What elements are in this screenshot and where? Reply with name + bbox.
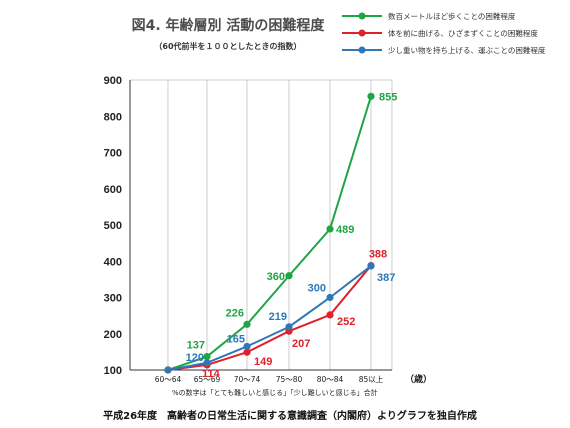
legend-swatch-marker xyxy=(358,29,366,37)
chart-source: 平成26年度 高齢者の日常生活に関する意識調査（内閣府）よりグラフを独自作成 xyxy=(103,409,477,422)
y-tick-label: 500 xyxy=(104,220,122,232)
x-tick-label: 70～74 xyxy=(234,375,261,384)
data-point xyxy=(367,92,375,100)
data-point xyxy=(326,293,334,302)
data-point xyxy=(367,262,375,270)
data-point xyxy=(243,320,251,328)
legend-swatch-marker xyxy=(358,12,366,20)
x-tick-label: 65～69 xyxy=(194,375,221,384)
chart-subtitle: （60代前半を１００としたときの指数） xyxy=(154,41,301,51)
data-label: 360 xyxy=(267,271,285,283)
data-label: 388 xyxy=(369,249,387,261)
legend-item-2: 少し重い物を持ち上げる、運ぶことの困難程度 xyxy=(342,45,546,55)
data-label: 252 xyxy=(337,316,355,328)
legend: 数百メートルほど歩くことの困難程度体を前に曲げる、ひざまずくことの困難程度少し重… xyxy=(342,11,546,55)
legend-item-1: 体を前に曲げる、ひざまずくことの困難程度 xyxy=(342,28,538,38)
x-tick-label: 60～64 xyxy=(155,375,182,384)
y-tick-label: 700 xyxy=(104,148,122,160)
data-label: 165 xyxy=(227,333,245,345)
data-label: 207 xyxy=(292,338,310,350)
data-label: 489 xyxy=(336,224,354,236)
data-label: 219 xyxy=(269,311,287,323)
x-axis-unit: （歳） xyxy=(405,373,432,385)
y-axis-ticks: 100 200 300 400 500 600 700 800 900 xyxy=(104,75,122,377)
data-label: 226 xyxy=(226,307,244,319)
x-tick-label: 80～84 xyxy=(317,375,344,384)
data-label: 137 xyxy=(187,340,205,352)
y-tick-label: 300 xyxy=(104,293,122,305)
data-point xyxy=(243,342,251,351)
data-label: 300 xyxy=(308,283,326,295)
series-line-2 xyxy=(167,265,372,371)
x-tick-label: 75～80 xyxy=(276,375,303,384)
data-point xyxy=(164,366,172,374)
data-point xyxy=(285,272,293,280)
data-point xyxy=(203,352,211,361)
y-tick-label: 900 xyxy=(104,75,122,87)
legend-label: 少し重い物を持ち上げる、運ぶことの困難程度 xyxy=(388,45,546,55)
data-point xyxy=(326,311,334,319)
data-label: 120 xyxy=(186,352,204,364)
chart-note: %の数字は「とても難しいと感じる」「少し難しいと感じる」合計 xyxy=(172,388,378,397)
y-tick-label: 100 xyxy=(104,365,122,377)
chart-title: 図4. 年齢層別 活動の困難程度 xyxy=(132,17,326,34)
series-line-0 xyxy=(167,96,372,371)
data-label: 855 xyxy=(379,91,397,103)
plot-area: 137 226 360 489 855 114 149 207 252 388 120 165 219 3… xyxy=(164,91,397,380)
y-tick-label: 800 xyxy=(104,111,122,123)
legend-label: 数百メートルほど歩くことの困難程度 xyxy=(388,11,516,21)
data-point xyxy=(203,359,211,367)
series-line-1 xyxy=(167,264,372,371)
data-point xyxy=(285,323,293,331)
series-1: 114 149 207 252 388 xyxy=(164,249,387,380)
data-label: 387 xyxy=(377,272,395,284)
y-tick-label: 600 xyxy=(104,184,122,196)
data-point xyxy=(243,348,251,356)
series-2: 120 165 219 300 387 xyxy=(164,262,395,374)
series-0: 137 226 360 489 855 xyxy=(164,91,397,374)
y-tick-label: 400 xyxy=(104,256,122,268)
legend-item-0: 数百メートルほど歩くことの困難程度 xyxy=(342,11,516,21)
legend-swatch-marker xyxy=(358,46,366,54)
grid xyxy=(130,79,393,370)
x-axis-ticks: 60～64 65～69 70～74 75～80 80～84 85以上 xyxy=(155,375,384,384)
data-label: 149 xyxy=(254,356,272,368)
y-tick-label: 200 xyxy=(104,329,122,341)
legend-label: 体を前に曲げる、ひざまずくことの困難程度 xyxy=(388,28,538,38)
data-label: 114 xyxy=(202,368,221,380)
data-point xyxy=(326,225,334,233)
x-tick-label: 85以上 xyxy=(359,375,384,384)
